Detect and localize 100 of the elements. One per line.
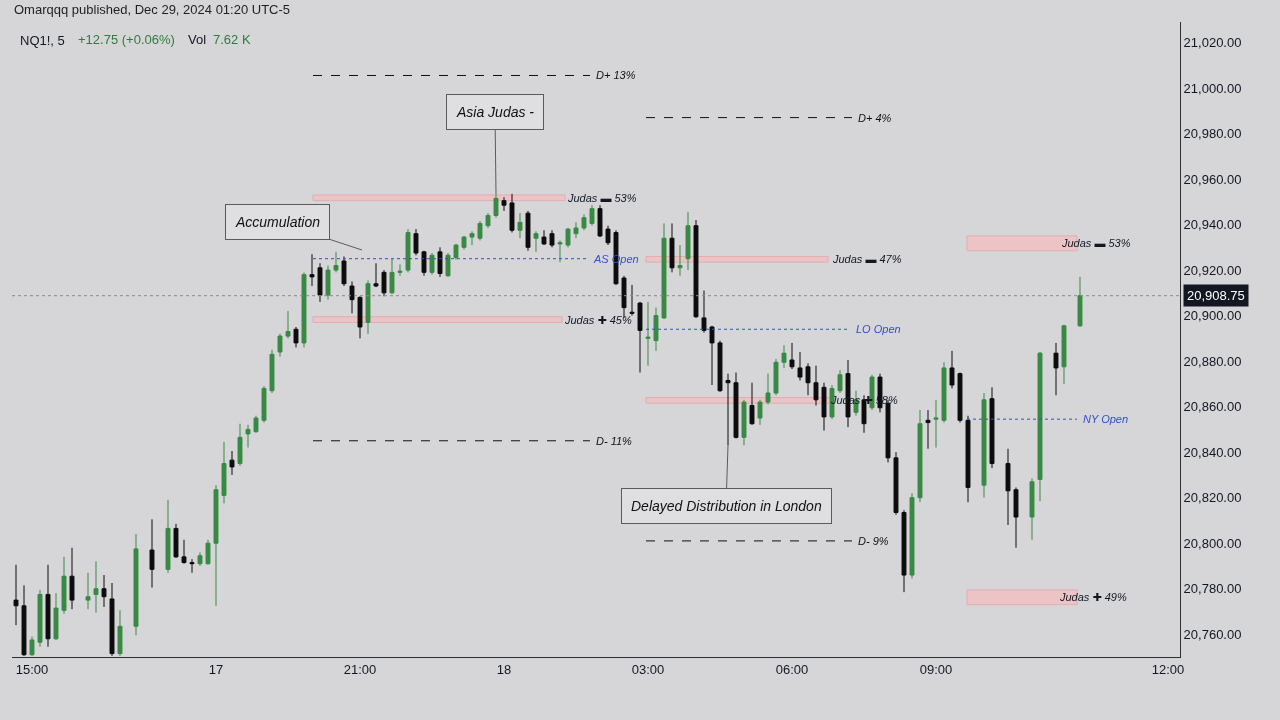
candlestick bbox=[205, 539, 211, 566]
candlestick bbox=[373, 262, 379, 288]
candlestick bbox=[517, 212, 523, 239]
ref-line-label: LO Open bbox=[856, 323, 901, 335]
candlestick bbox=[749, 382, 755, 426]
candlestick bbox=[261, 385, 267, 424]
candlestick bbox=[29, 636, 35, 657]
candlestick bbox=[381, 269, 387, 297]
y-tick-label: 20,880.00 bbox=[1183, 353, 1242, 369]
candlestick bbox=[149, 518, 155, 589]
y-tick-label: 20,800.00 bbox=[1183, 535, 1242, 551]
y-tick-label: 21,000.00 bbox=[1183, 80, 1242, 96]
candlestick bbox=[557, 239, 563, 263]
candlestick bbox=[277, 333, 283, 358]
band-label: Judas ▬ 47% bbox=[832, 253, 902, 265]
candlestick bbox=[837, 369, 843, 394]
candlestick bbox=[581, 213, 587, 231]
candlestick bbox=[253, 415, 259, 434]
candlestick bbox=[69, 547, 75, 610]
candlestick bbox=[485, 212, 491, 229]
ref-line-label: NY Open bbox=[1083, 413, 1129, 425]
y-tick-label: 20,980.00 bbox=[1183, 126, 1242, 142]
candlestick bbox=[1061, 324, 1067, 385]
candlestick bbox=[357, 295, 363, 339]
candlestick bbox=[53, 592, 59, 641]
candlestick bbox=[117, 609, 123, 655]
x-tick-label: 09:00 bbox=[919, 661, 953, 677]
candlestick bbox=[93, 560, 99, 614]
candlestick bbox=[221, 441, 227, 504]
y-tick-label: 20,860.00 bbox=[1183, 399, 1242, 415]
y-tick-label: 20,900.00 bbox=[1183, 308, 1242, 324]
candlestick bbox=[61, 556, 67, 615]
candlestick bbox=[21, 584, 27, 657]
candlestick bbox=[685, 211, 691, 271]
candlestick bbox=[501, 196, 507, 212]
annotation: 7.62 K bbox=[213, 32, 251, 47]
y-tick-label: 20,760.00 bbox=[1183, 626, 1242, 642]
candlestick bbox=[901, 509, 907, 593]
candlestick bbox=[789, 342, 795, 370]
candlestick bbox=[525, 210, 531, 252]
candlestick bbox=[325, 265, 331, 301]
candlestick bbox=[949, 350, 955, 389]
candlestick bbox=[389, 258, 395, 295]
ref-line-label: 20,908.75 bbox=[1187, 288, 1245, 303]
candlestick bbox=[805, 362, 811, 396]
candlestick bbox=[509, 193, 515, 234]
candlestick bbox=[925, 409, 931, 450]
candlestick bbox=[397, 263, 403, 277]
candlestick bbox=[1013, 486, 1019, 549]
candlestick bbox=[437, 246, 443, 278]
x-tick-label: 18 bbox=[496, 661, 512, 677]
candlestick bbox=[421, 250, 427, 277]
text: NQ1!, 5 bbox=[20, 32, 65, 48]
candlestick bbox=[813, 365, 819, 406]
candlestick bbox=[765, 373, 771, 405]
candlestick bbox=[909, 492, 915, 579]
ref-line-label: D- 11% bbox=[596, 435, 633, 447]
candlestick bbox=[237, 423, 243, 467]
candlestick bbox=[781, 344, 787, 369]
candlestick bbox=[477, 220, 483, 241]
x-tick-label: 17 bbox=[208, 661, 224, 677]
candlestick bbox=[45, 564, 51, 648]
y-tick-label: 20,780.00 bbox=[1183, 581, 1242, 597]
candlestick bbox=[245, 424, 251, 449]
candlestick bbox=[1029, 477, 1035, 541]
candlestick bbox=[1037, 351, 1043, 502]
candlestick bbox=[565, 227, 571, 248]
annotation: Vol bbox=[188, 32, 207, 47]
candlestick bbox=[637, 301, 643, 373]
y-tick-label: 20,820.00 bbox=[1183, 490, 1242, 506]
candlestick bbox=[773, 358, 779, 396]
annotation: Accumulation bbox=[235, 214, 321, 230]
candlestick bbox=[293, 326, 299, 348]
y-tick-label: 20,940.00 bbox=[1183, 217, 1242, 233]
candlestick bbox=[917, 409, 923, 503]
candlestick bbox=[189, 558, 195, 574]
candlestick bbox=[469, 230, 475, 246]
candlestick bbox=[661, 222, 667, 320]
candlestick bbox=[229, 450, 235, 476]
band-label: Judas ▬ 53% bbox=[1061, 237, 1131, 249]
candlestick bbox=[741, 399, 747, 446]
candlestick bbox=[1005, 448, 1011, 526]
annotation: Asia Judas - bbox=[456, 104, 535, 120]
candlestick bbox=[669, 222, 675, 273]
candlestick bbox=[693, 219, 699, 319]
y-tick-label: 20,840.00 bbox=[1183, 444, 1242, 460]
candlestick bbox=[405, 228, 411, 273]
annotation: Delayed Distribution in London bbox=[631, 498, 822, 514]
candlestick bbox=[445, 252, 451, 278]
candlestick bbox=[757, 399, 763, 426]
candlestick bbox=[589, 204, 595, 227]
candlestick bbox=[733, 372, 739, 440]
candlestick bbox=[549, 229, 555, 248]
candlestick bbox=[989, 386, 995, 469]
y-tick-label: 21,020.00 bbox=[1183, 35, 1242, 51]
candlestick bbox=[717, 340, 723, 393]
candlestick bbox=[573, 221, 579, 239]
candlestick bbox=[709, 325, 715, 386]
candlestick bbox=[941, 361, 947, 424]
x-tick-label: 03:00 bbox=[631, 661, 665, 677]
